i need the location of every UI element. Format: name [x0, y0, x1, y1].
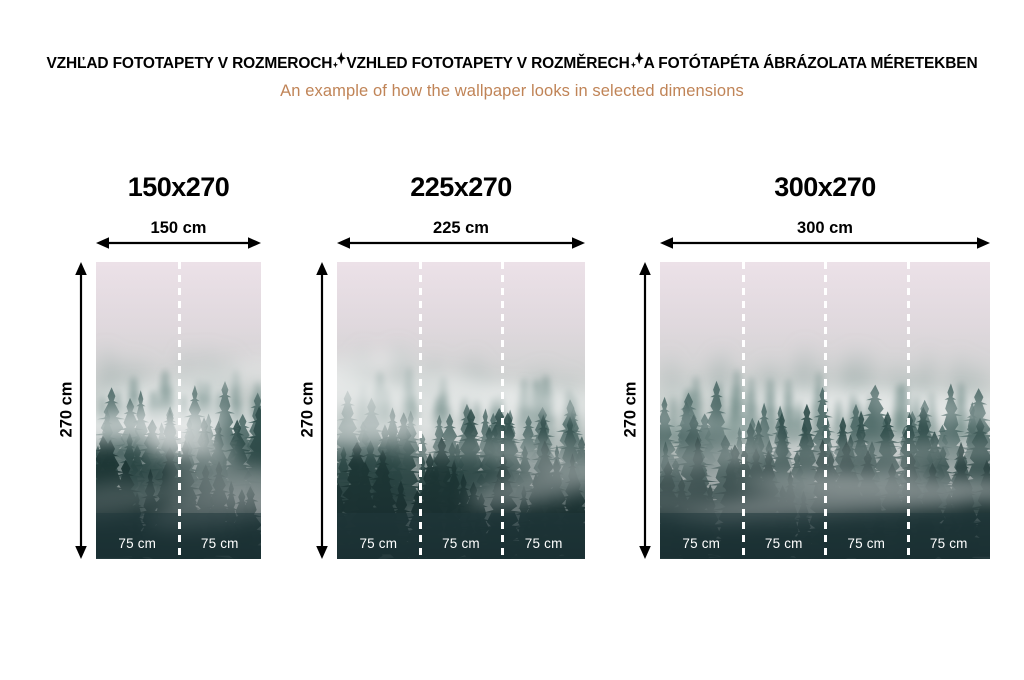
strip-seam [501, 262, 504, 559]
strip-width-label: 75 cm [118, 536, 157, 551]
strip-width-label: 75 cm [682, 536, 721, 551]
width-dimension-arrow [660, 236, 990, 250]
page-title: VZHĽAD FOTOTAPETY V ROZMEROCH VZHLED FOT… [0, 52, 1024, 73]
title-part-cz: VZHLED FOTOTAPETY V ROZMĚRECH [346, 55, 630, 72]
height-label: 270 cm [298, 381, 317, 437]
strip-width-label: 75 cm [929, 536, 968, 551]
strip-seam [742, 262, 745, 559]
height-label: 270 cm [621, 381, 640, 437]
height-dimension-arrow [74, 262, 88, 559]
height-label: 270 cm [57, 381, 76, 437]
size-panel-150x270: 150x270 150 cm 270 cm 75 cm 75 cm [58, 0, 261, 680]
strip-width-label: 75 cm [524, 536, 563, 551]
panel-title: 225x270 [410, 172, 512, 202]
panel-title: 150x270 [127, 172, 230, 202]
height-dimension-arrow [638, 262, 652, 559]
strip-width-label: 75 cm [442, 536, 480, 551]
width-label: 150 cm [150, 219, 207, 237]
width-label: 225 cm [433, 219, 489, 237]
strip-seam [907, 262, 910, 559]
strip-width-label: 75 cm [200, 536, 239, 551]
page-subtitle: An example of how the wallpaper looks in… [280, 82, 744, 100]
width-dimension-arrow [337, 236, 585, 250]
wallpaper-preview-300x270: 75 cm 75 cm 75 cm 75 cm [660, 262, 990, 559]
strip-width-label: 75 cm [359, 536, 398, 551]
strip-width-label: 75 cm [764, 536, 803, 551]
wallpaper-preview-150x270: 75 cm 75 cm [96, 262, 261, 559]
width-label: 300 cm [797, 219, 853, 237]
size-panel-300x270: 300x270 300 cm 270 cm 75 cm 75 cm 75 cm 75 cm [622, 0, 990, 680]
width-dimension-arrow [96, 236, 261, 250]
strip-seam [178, 262, 181, 559]
strip-seam [824, 262, 827, 559]
title-part-hu: A FOTÓTAPÉTA ÁBRÁZOLATA MÉRETEKBEN [643, 55, 978, 72]
sparkle-icon [630, 52, 644, 70]
strip-seam [419, 262, 422, 559]
wallpaper-preview-225x270: 75 cm 75 cm 75 cm [337, 262, 585, 559]
strip-width-label: 75 cm [847, 536, 886, 551]
sparkle-icon [332, 52, 347, 70]
panel-title: 300x270 [774, 172, 876, 202]
size-panel-225x270: 225x270 225 cm 270 cm 75 cm 75 cm 75 cm [299, 0, 585, 680]
title-part-sk: VZHĽAD FOTOTAPETY V ROZMEROCH [46, 55, 333, 72]
height-dimension-arrow [315, 262, 329, 559]
